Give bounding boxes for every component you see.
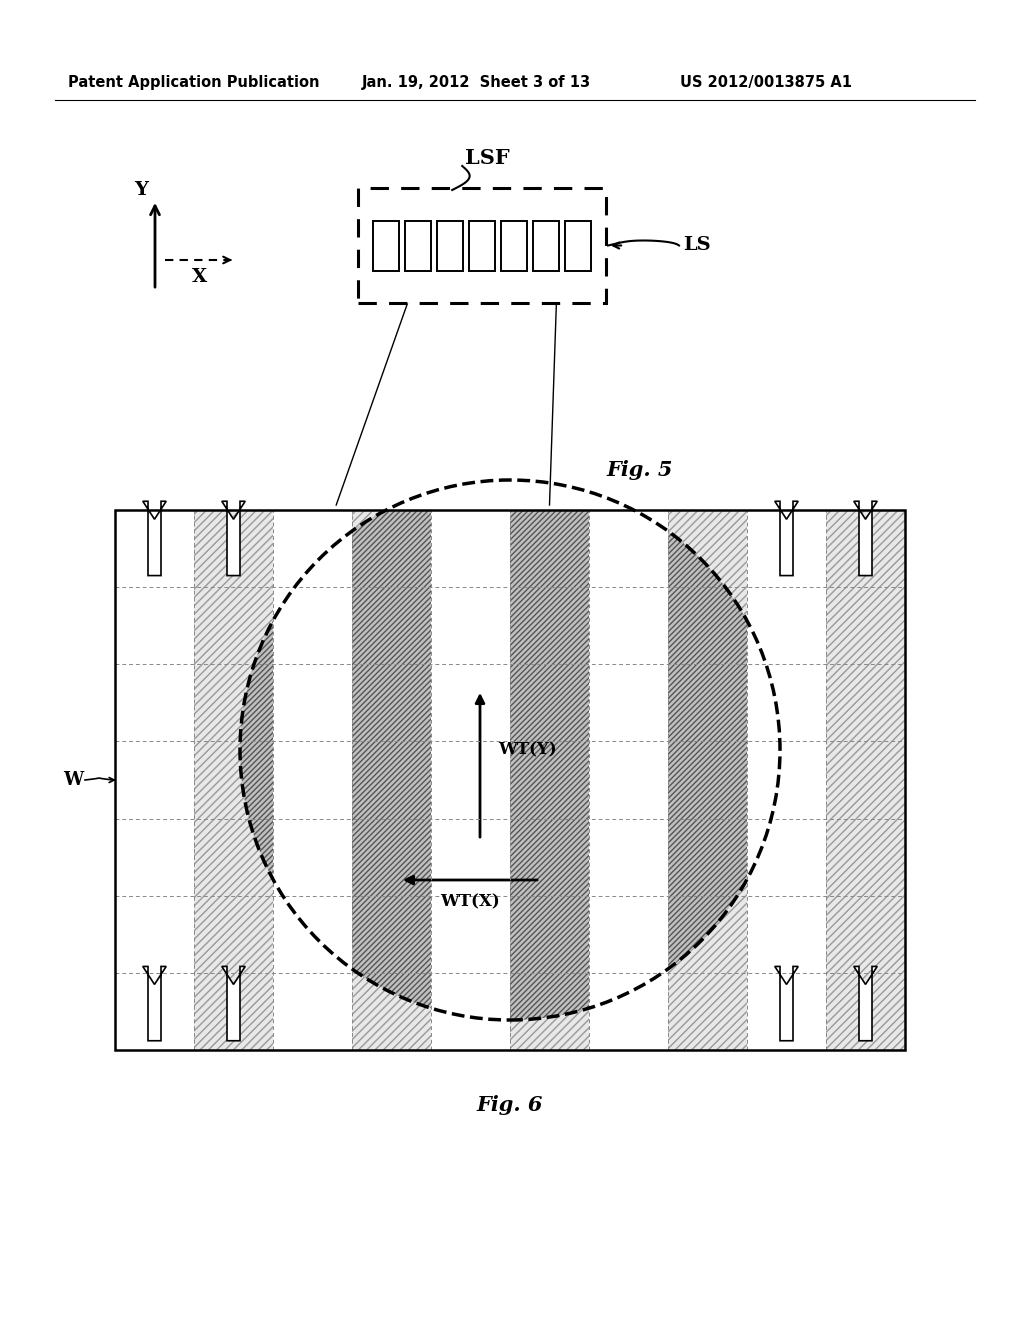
Bar (668, 510, 746, 1049)
Text: WT(X): WT(X) (440, 894, 500, 911)
Bar (406, 220, 431, 271)
Polygon shape (854, 966, 878, 1040)
Bar (437, 220, 463, 271)
Polygon shape (142, 502, 166, 576)
Bar (534, 220, 559, 271)
Polygon shape (222, 966, 245, 1040)
Text: WT(Y): WT(Y) (498, 742, 557, 759)
Bar (826, 510, 905, 1049)
Bar (565, 220, 591, 271)
Bar (501, 220, 527, 271)
Text: Patent Application Publication: Patent Application Publication (68, 74, 319, 90)
Bar (194, 510, 273, 1049)
Bar (194, 510, 273, 1049)
Bar (469, 220, 495, 271)
Text: Fig. 5: Fig. 5 (607, 459, 673, 480)
Bar (826, 510, 905, 1049)
Polygon shape (854, 502, 878, 576)
Text: W: W (62, 771, 83, 789)
Bar (115, 510, 905, 1049)
Text: Y: Y (134, 181, 148, 199)
Bar (115, 510, 905, 1049)
Bar (510, 510, 589, 1049)
Bar (358, 187, 606, 304)
Text: LSF: LSF (465, 148, 510, 168)
Text: US 2012/0013875 A1: US 2012/0013875 A1 (680, 74, 852, 90)
Bar (373, 220, 399, 271)
Bar (352, 510, 431, 1049)
Polygon shape (775, 502, 798, 576)
Bar (352, 510, 431, 1049)
Text: Fig. 6: Fig. 6 (477, 1096, 543, 1115)
Polygon shape (775, 966, 798, 1040)
Polygon shape (222, 502, 245, 576)
Polygon shape (142, 966, 166, 1040)
Text: X: X (193, 268, 208, 286)
Bar (668, 510, 746, 1049)
Bar (510, 510, 589, 1049)
Text: LS: LS (683, 236, 711, 255)
Text: Jan. 19, 2012  Sheet 3 of 13: Jan. 19, 2012 Sheet 3 of 13 (362, 74, 591, 90)
